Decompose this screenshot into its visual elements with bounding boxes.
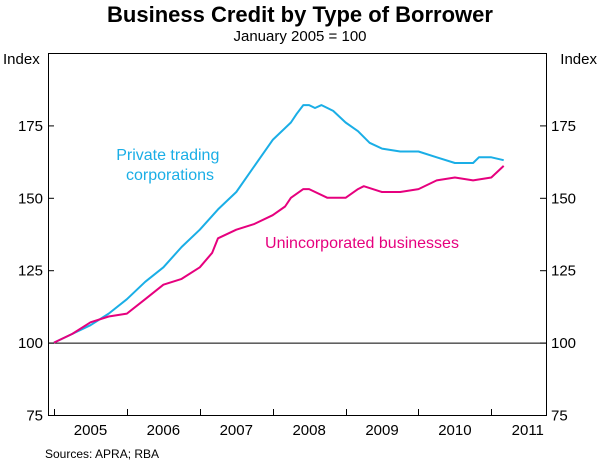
series-line-unincorporated-businesses [53,165,505,344]
series-label-unincorporated-businesses: Unincorporated businesses [265,235,459,252]
chart-title: Business Credit by Type of Borrower [107,2,493,27]
y-tick-label-right: 100 [551,335,576,352]
y-axis-unit-right: Index [560,51,597,68]
plot-frame [48,53,547,416]
y-tick-label-right: 125 [551,263,576,280]
x-tick-label: 2008 [292,422,325,439]
x-tick-label: 2005 [74,422,107,439]
y-tick-label-left: 150 [18,190,43,207]
x-tick-label: 2010 [438,422,471,439]
x-axis: 2005 2006 2007 2008 2009 2010 2011 [54,409,544,439]
x-tick-label: 2007 [220,422,253,439]
chart-subtitle: January 2005 = 100 [233,28,366,45]
y-axis-right: 75 100 125 150 175 [540,118,576,425]
x-tick-label: 2006 [147,422,180,439]
chart-source: Sources: APRA; RBA [45,447,159,461]
series-label-private-trading-corporations: Private trading corporations [116,147,224,184]
y-axis-left: 75 100 125 150 175 [18,118,54,425]
y-tick-label-right: 175 [551,118,576,135]
y-tick-label-left: 175 [18,118,43,135]
y-tick-label-right: 150 [551,190,576,207]
y-tick-label-left: 75 [26,408,43,425]
series-line-private-trading-corporations [53,104,504,344]
x-tick-label: 2009 [365,422,398,439]
y-tick-label-right: 75 [551,408,568,425]
x-tick-label: 2011 [512,422,544,439]
y-tick-label-left: 125 [18,263,43,280]
y-axis-unit-left: Index [3,51,40,68]
y-tick-label-left: 100 [18,335,43,352]
series-group [53,104,505,344]
